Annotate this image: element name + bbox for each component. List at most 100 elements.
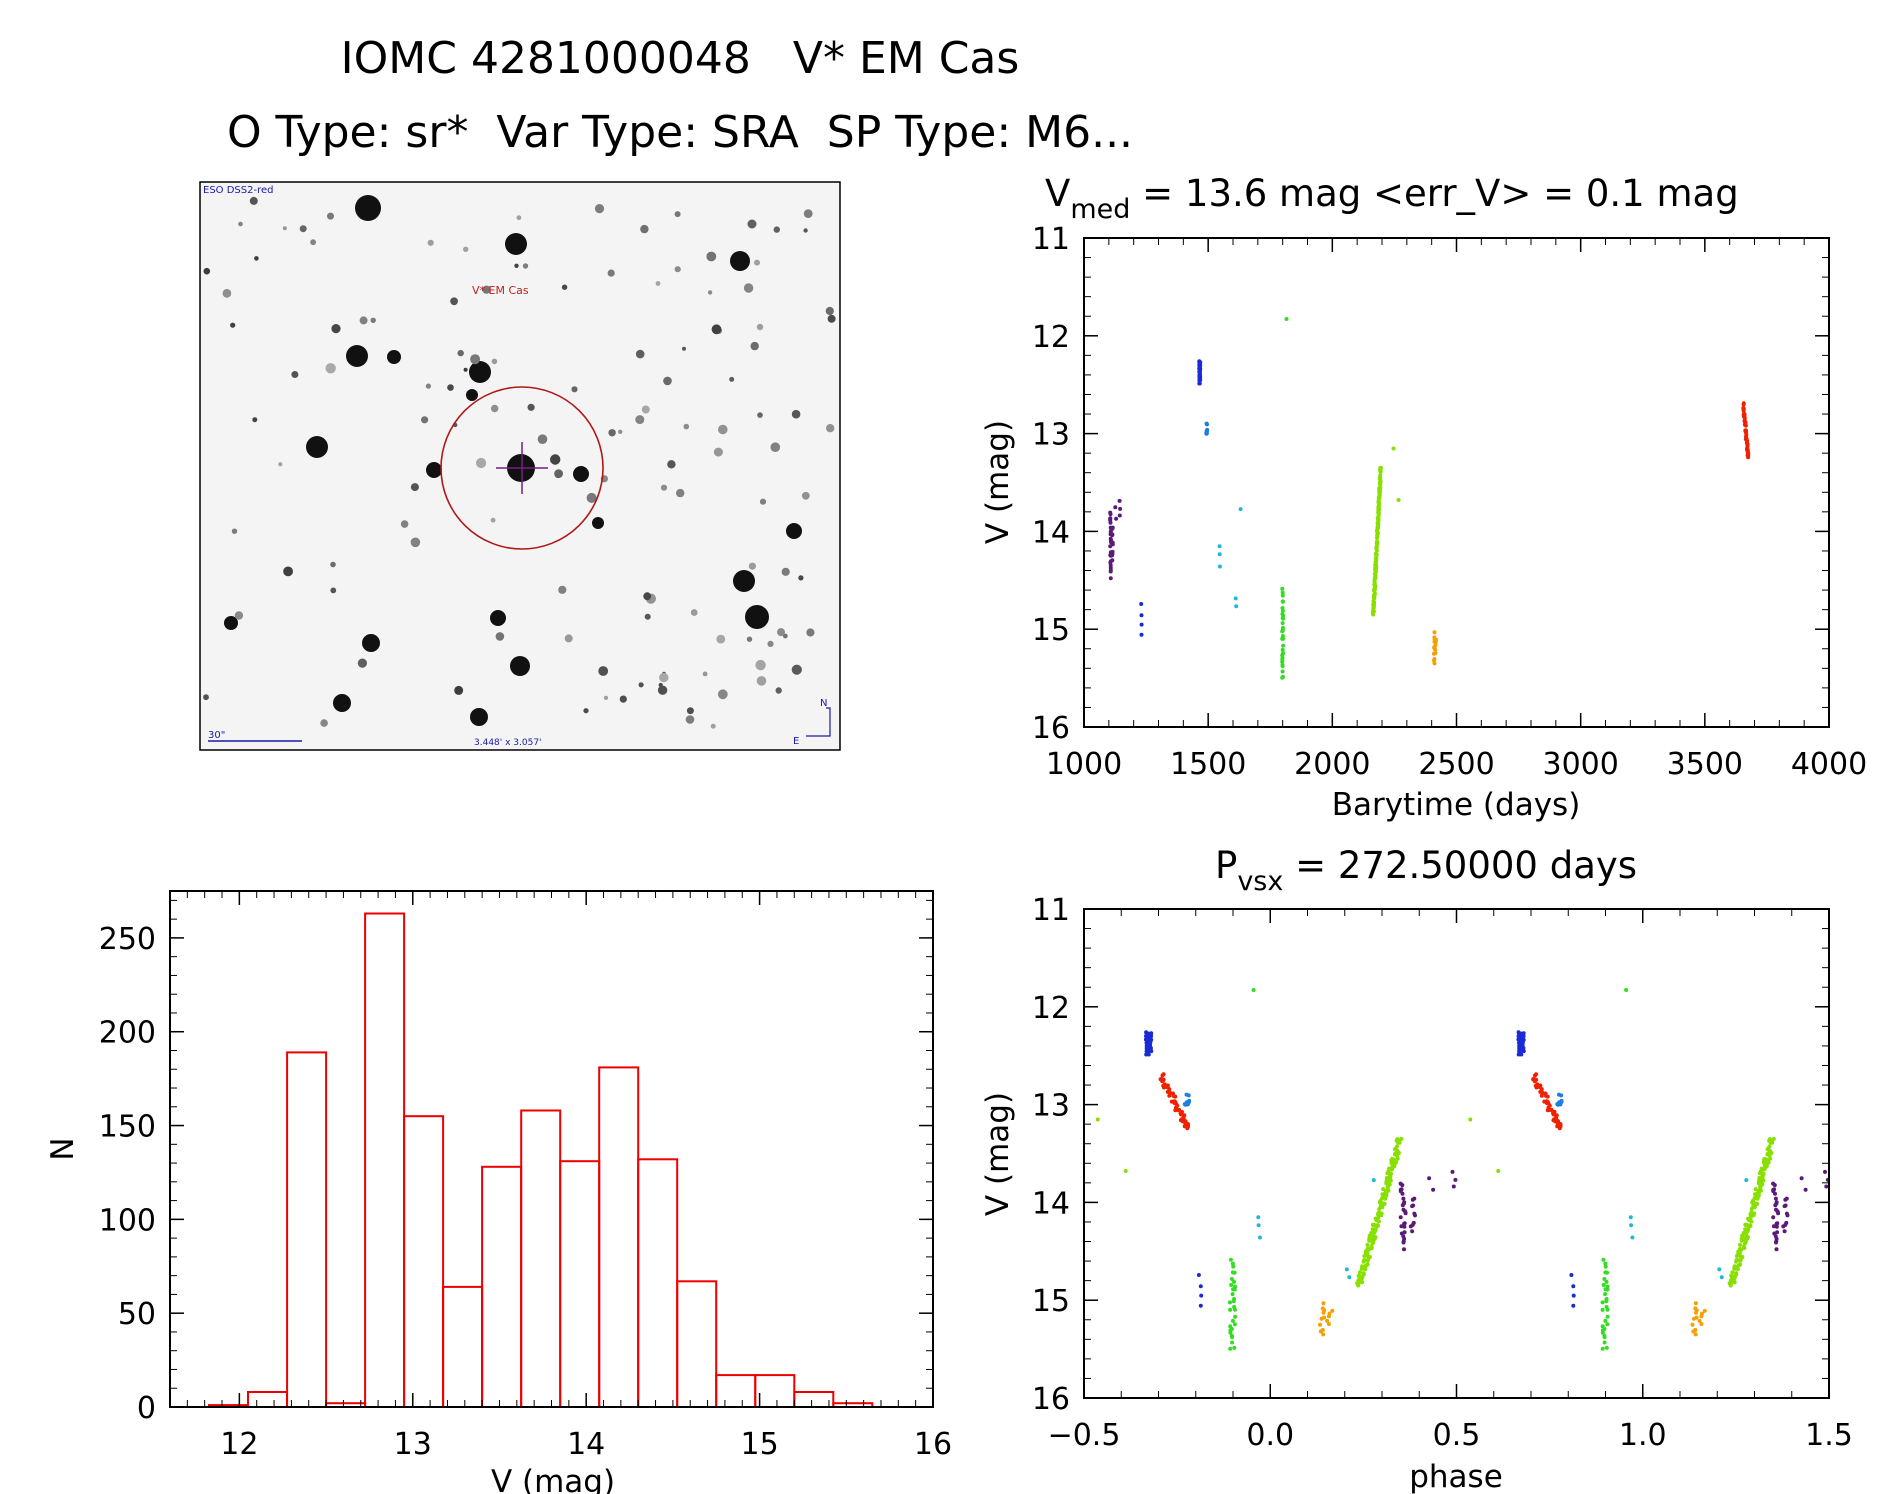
phased-point	[1198, 1303, 1203, 1308]
phased-point	[1344, 1267, 1349, 1272]
phased-point	[1384, 1181, 1389, 1186]
lightcurve-point	[1117, 513, 1122, 518]
x-tick-label: 2000	[1294, 747, 1370, 782]
phased-point	[1604, 1345, 1609, 1350]
compass-icon	[806, 707, 831, 737]
lightcurve-point	[1432, 630, 1437, 635]
star	[683, 423, 690, 430]
star	[491, 358, 498, 365]
phased-point	[1799, 1176, 1804, 1181]
phased-point	[1230, 1318, 1235, 1323]
phased-point	[1401, 1201, 1406, 1206]
star	[748, 562, 757, 570]
phased-point	[1534, 1072, 1539, 1077]
star	[598, 666, 609, 676]
phased-point	[1230, 1335, 1235, 1340]
phased-point	[1760, 1171, 1764, 1176]
star	[770, 442, 781, 453]
phased-point	[1165, 1083, 1170, 1088]
phased-point	[1367, 1238, 1372, 1243]
histogram-bar	[754, 1374, 796, 1408]
phased-point	[1468, 1117, 1473, 1122]
star	[635, 415, 645, 425]
star	[798, 575, 804, 581]
star	[291, 371, 299, 378]
phased-point	[1755, 1196, 1760, 1201]
phased-point	[1719, 1275, 1724, 1280]
phased-point	[1697, 1318, 1702, 1323]
lightcurve-point	[1139, 622, 1144, 627]
phased-point	[1603, 1292, 1608, 1297]
star	[782, 633, 788, 639]
phased-point	[1391, 1157, 1396, 1162]
phased-point	[1739, 1238, 1744, 1243]
star	[706, 251, 717, 262]
phased-point	[1744, 1222, 1749, 1227]
star	[234, 611, 244, 620]
phased-point	[1365, 1262, 1370, 1267]
x-tick-label: −0.5	[1048, 1418, 1121, 1453]
phased-point	[1602, 1277, 1607, 1281]
figure-subtitle: O Type: sr* Var Type: SRA SP Type: M6...	[227, 107, 1133, 158]
star	[447, 384, 454, 391]
star	[310, 239, 316, 246]
phased-point	[1147, 1040, 1152, 1045]
histogram-bar	[559, 1160, 601, 1408]
star	[803, 228, 808, 233]
star	[469, 361, 491, 383]
phased-point	[1732, 1280, 1737, 1285]
phased-point	[1539, 1093, 1544, 1098]
star	[222, 288, 232, 298]
phased-point	[1760, 1182, 1765, 1187]
phased-frame	[1083, 908, 1830, 1399]
star	[676, 488, 685, 498]
lightcurve-point	[1110, 542, 1115, 547]
phased-title-sub: vsx	[1237, 866, 1283, 897]
star	[327, 212, 334, 220]
star	[564, 634, 573, 643]
star	[466, 389, 478, 401]
phased-point	[1516, 1052, 1521, 1057]
size-label: 3.448' x 3.057'	[474, 738, 542, 748]
star	[514, 263, 519, 268]
star	[759, 498, 767, 505]
star	[505, 233, 527, 255]
phased-point	[1185, 1126, 1190, 1131]
phased-point	[1326, 1314, 1331, 1319]
phased-point	[1384, 1176, 1389, 1180]
phased-point	[1231, 1264, 1236, 1269]
phased-point	[1555, 1102, 1560, 1107]
phased-point	[1182, 1102, 1187, 1107]
star	[495, 632, 505, 641]
phased-point	[1450, 1169, 1455, 1174]
star	[482, 285, 491, 294]
phased-point	[1365, 1242, 1370, 1247]
phased-point	[1738, 1262, 1743, 1267]
y-tick-label: 14	[1032, 515, 1070, 550]
star	[674, 266, 681, 273]
lightcurve-point	[1217, 564, 1222, 569]
star	[641, 405, 650, 414]
lightcurve-point	[1110, 553, 1114, 558]
star	[491, 404, 499, 413]
phased-point	[1600, 1330, 1605, 1335]
star	[586, 492, 597, 503]
star	[522, 263, 529, 269]
phased-point	[1694, 1310, 1698, 1315]
star	[283, 566, 293, 577]
lightcurve-point	[1197, 378, 1202, 383]
phased-point	[1401, 1239, 1406, 1244]
phased-point	[1756, 1181, 1761, 1186]
lightcurve-point	[1741, 401, 1746, 406]
phased-point	[1413, 1213, 1417, 1218]
lightcurve-point	[1197, 381, 1202, 386]
phased-point	[1741, 1244, 1746, 1249]
phased-title-rest: = 272.50000 days	[1283, 844, 1637, 887]
star	[756, 323, 764, 331]
star	[203, 694, 209, 701]
star	[607, 269, 615, 277]
lightcurve-point	[1433, 643, 1438, 648]
y-tick-label: 14	[1032, 1186, 1070, 1221]
phased-point	[1453, 1177, 1458, 1182]
